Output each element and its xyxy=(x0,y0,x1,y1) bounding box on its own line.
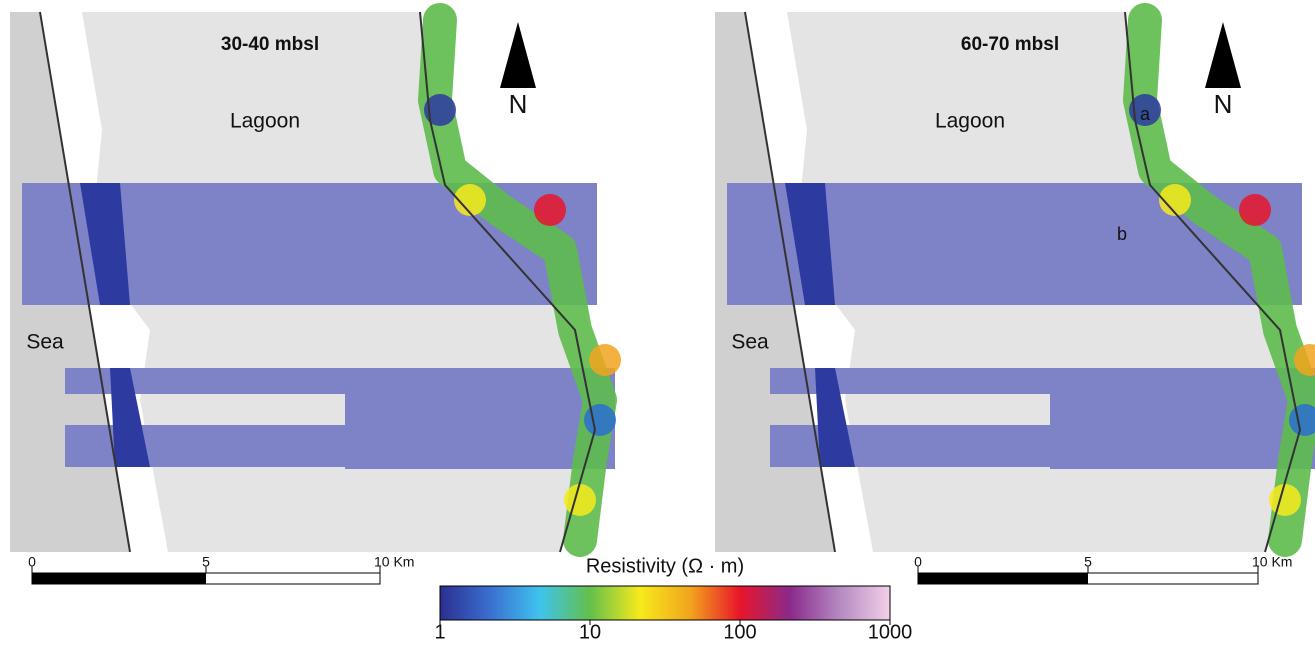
north-label: N xyxy=(509,89,528,119)
scale-tick-label: 5 xyxy=(202,554,210,570)
colorbar-tick-label: 10 xyxy=(579,621,601,641)
panel-title: 60-70 mbsl xyxy=(961,34,1059,55)
resistivity-blob xyxy=(1269,484,1301,516)
survey-band xyxy=(770,368,1315,394)
scale-bar-fill xyxy=(32,573,206,584)
colorbar-tick-label: 1 xyxy=(434,621,445,641)
map-panel: 30-40 mbsl Lagoon Sea N 0 5 10 Km xyxy=(10,12,621,584)
colorbar-title: Resistivity (Ω · m) xyxy=(586,555,744,577)
colorbar xyxy=(440,586,890,620)
scale-bar-fill xyxy=(918,573,1088,584)
lagoon-label: Lagoon xyxy=(935,110,1005,133)
figure: 30-40 mbsl Lagoon Sea N 0 5 10 Km 60-70 mbsl Lag… xyxy=(0,0,1315,641)
scale-tick-label: 5 xyxy=(1084,554,1092,570)
scale-tick-label: 10 Km xyxy=(1252,554,1292,570)
resistivity-blob xyxy=(534,194,566,226)
zone-label: a xyxy=(1140,104,1151,124)
zone-label: b xyxy=(1117,224,1127,244)
panel-title: 30-40 mbsl xyxy=(221,34,319,55)
scale-tick-label: 0 xyxy=(28,554,36,570)
scale-tick-label: 0 xyxy=(914,554,922,570)
north-label: N xyxy=(1214,89,1233,119)
scale-tick-label: 10 Km xyxy=(374,554,414,570)
sea-label: Sea xyxy=(26,331,64,354)
lagoon-label: Lagoon xyxy=(230,110,300,133)
colorbar-tick-label: 100 xyxy=(723,621,756,641)
resistivity-blob xyxy=(564,484,596,516)
colorbar-tick-label: 1000 xyxy=(868,621,913,641)
survey-band xyxy=(1050,394,1315,469)
resistivity-blob xyxy=(1239,194,1271,226)
resistivity-blob xyxy=(584,404,616,436)
survey-band xyxy=(65,368,615,394)
map-panel: 60-70 mbsl Lagoon Sea Na b 0 5 10 Km xyxy=(715,12,1315,584)
resistivity-blob xyxy=(589,344,621,376)
sea-label: Sea xyxy=(731,331,769,354)
